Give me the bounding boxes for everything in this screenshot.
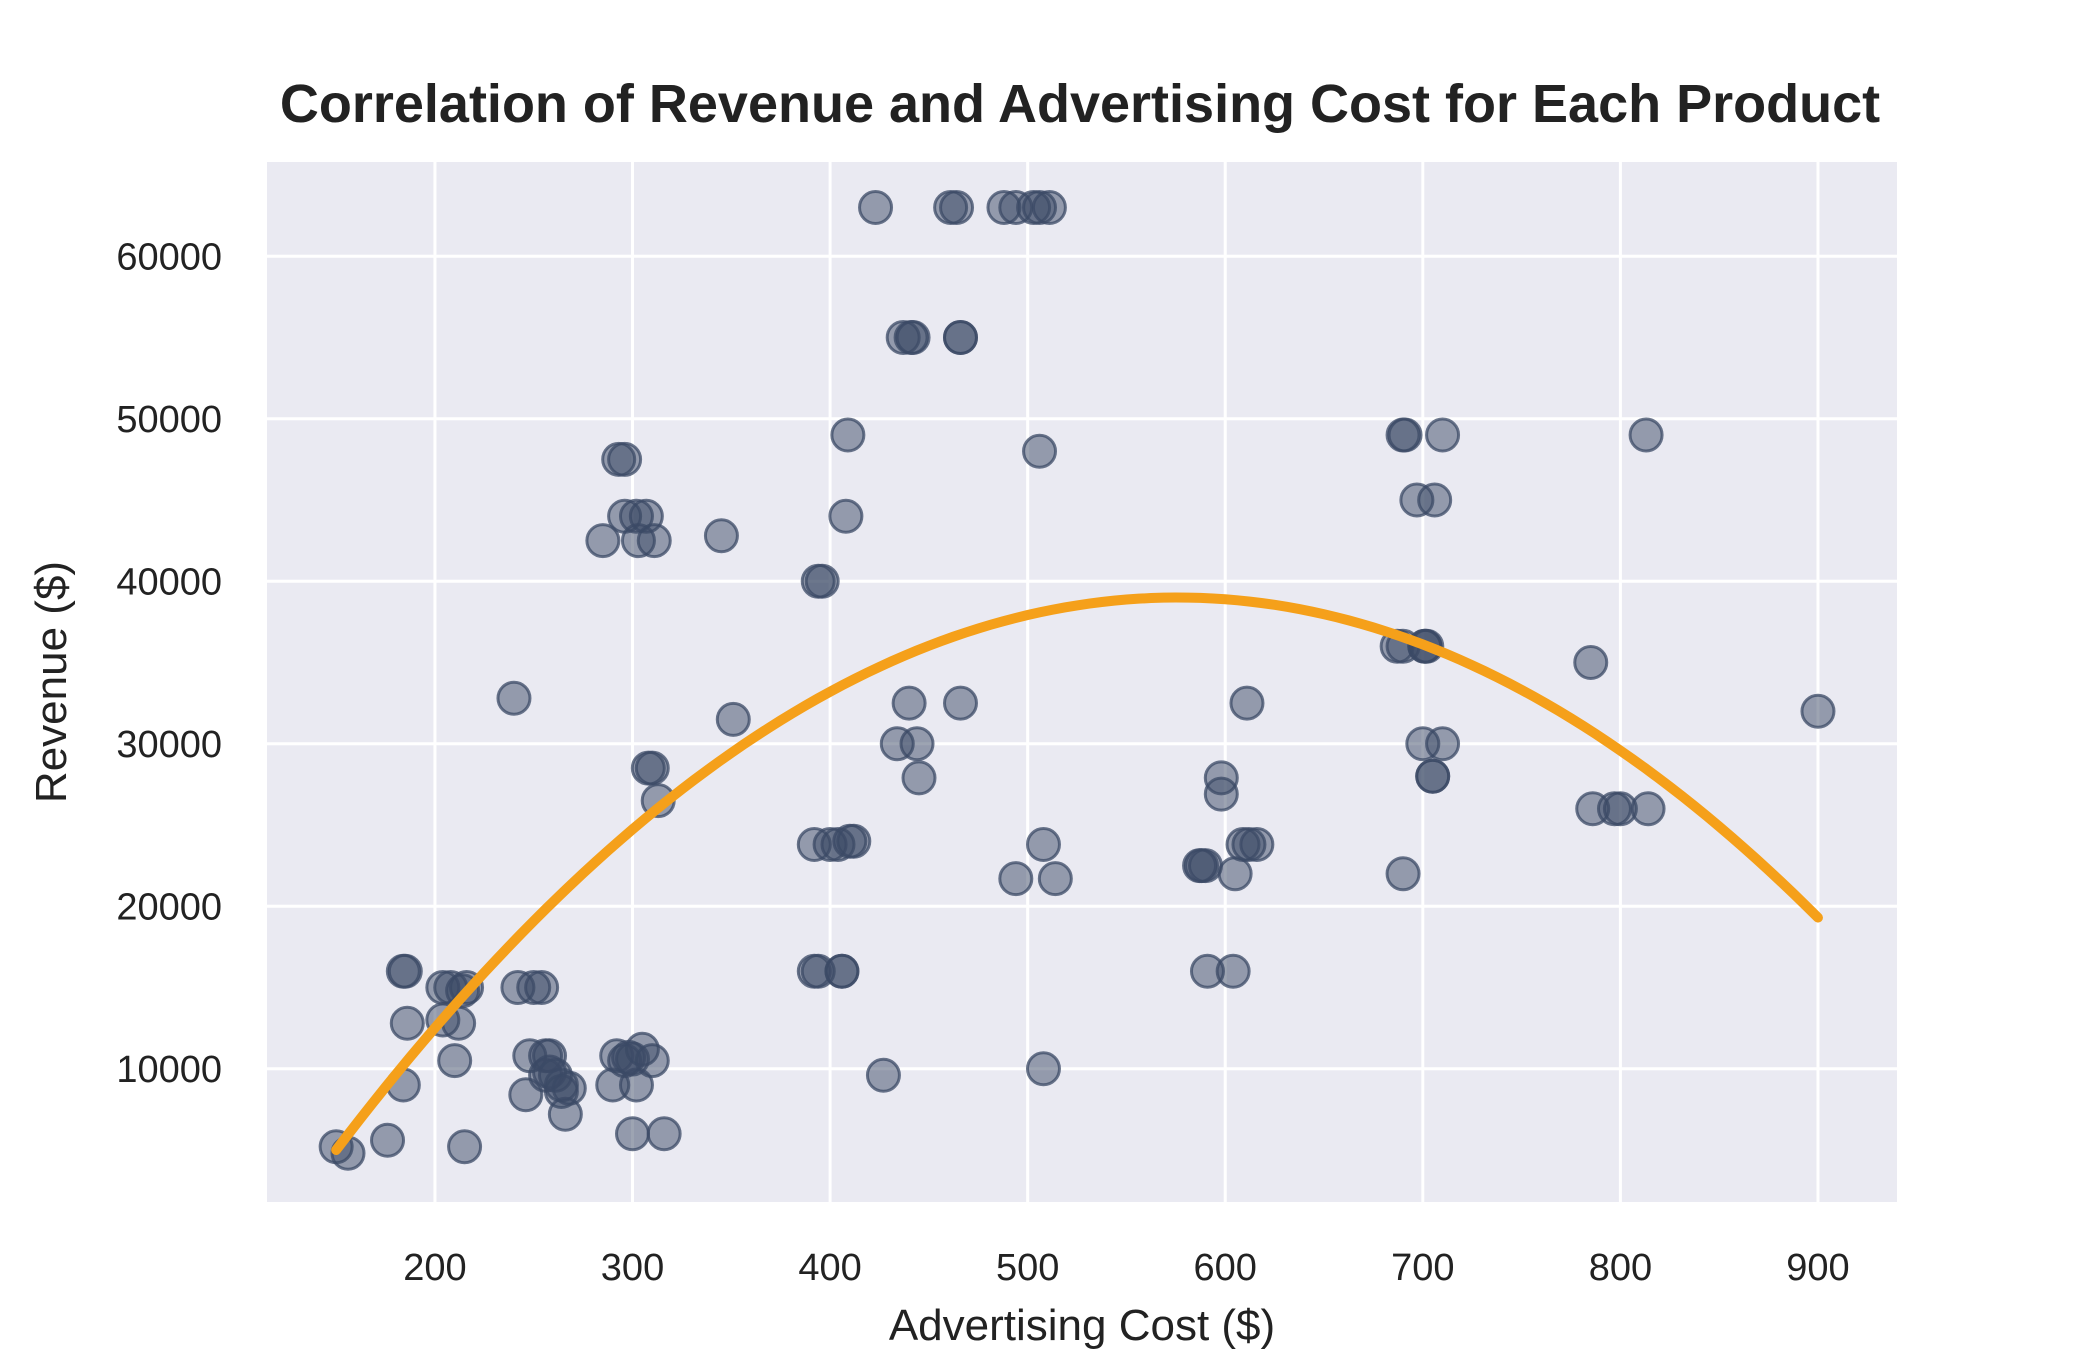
y-tick-label: 50000 [116, 399, 222, 441]
scatter-point [1215, 953, 1251, 989]
scatter-point [1037, 861, 1073, 897]
scatter-point [1387, 417, 1423, 453]
scatter-point [387, 953, 423, 989]
scatter-point [942, 320, 978, 355]
scatter-point [496, 680, 532, 716]
y-tick-label: 20000 [116, 886, 222, 928]
scatter-point [1573, 645, 1609, 680]
trend-curve [331, 592, 1823, 1155]
gridlines [267, 162, 1897, 1202]
scatter-point [1229, 685, 1265, 721]
scatter-point [1425, 417, 1461, 453]
y-tick-label: 60000 [116, 236, 222, 278]
scatter-point [901, 760, 937, 796]
scatter-point [634, 750, 670, 786]
scatter-point [1415, 758, 1451, 794]
x-axis-label: Advertising Cost ($) [889, 1301, 1275, 1350]
scatter-point [585, 523, 621, 559]
y-tick-label: 40000 [116, 561, 222, 603]
x-tick-label: 800 [1589, 1247, 1652, 1289]
scatter-point [607, 441, 643, 477]
scatter-point [1022, 433, 1058, 469]
scatter-point [1239, 827, 1275, 862]
scatter-point [646, 1116, 682, 1152]
scatter-point [942, 685, 978, 721]
scatter-point [939, 190, 975, 225]
scatter-point [998, 861, 1034, 897]
y-tick-label: 30000 [116, 724, 222, 766]
plot-area [267, 162, 1897, 1202]
scatter-point [836, 823, 872, 859]
x-tick-label: 300 [601, 1247, 664, 1289]
scatter-point [1025, 827, 1061, 862]
scatter-point [551, 1070, 587, 1106]
x-tick-label: 900 [1786, 1247, 1849, 1289]
scatter-point [715, 701, 751, 737]
scatter-point [1800, 693, 1836, 729]
x-tick-label: 400 [798, 1247, 861, 1289]
x-tick-label: 600 [1194, 1247, 1257, 1289]
trend-curve-layer [331, 592, 1823, 1155]
scatter-point [524, 970, 560, 1005]
x-tick-label: 700 [1391, 1247, 1454, 1289]
y-tick-label: 10000 [116, 1049, 222, 1091]
scatter-points [318, 190, 1836, 1171]
scatter-point [865, 1057, 901, 1093]
scatter-point [634, 1043, 670, 1079]
scatter-point [830, 417, 866, 453]
scatter-point [1203, 760, 1239, 796]
x-tick-label: 500 [996, 1247, 1059, 1289]
y-axis-ticks: 10000 20000 30000 40000 50000 60000 [116, 236, 222, 1091]
scatter-point [1417, 482, 1453, 518]
scatter-point [1385, 856, 1421, 892]
scatter-point [1630, 791, 1666, 827]
scatter-point [636, 523, 672, 559]
x-tick-label: 200 [403, 1247, 466, 1289]
scatter-point [824, 953, 860, 989]
scatter-point [1187, 848, 1223, 884]
scatter-point [370, 1122, 406, 1158]
scatter-point [618, 1067, 654, 1103]
scatter-point [703, 518, 739, 554]
scatter-point [899, 726, 935, 762]
scatter-point [615, 1116, 651, 1152]
scatter-point [1217, 856, 1253, 892]
y-axis-label: Revenue ($) [27, 561, 76, 803]
x-axis-ticks: 200 300 400 500 600 700 800 900 [403, 1247, 1849, 1289]
scatter-point [828, 498, 864, 534]
scatter-point [895, 320, 931, 355]
chart-title: Correlation of Revenue and Advertising C… [280, 74, 1880, 134]
scatter-point [389, 1005, 425, 1041]
scatter-point [1425, 726, 1461, 762]
scatter-point [858, 190, 894, 225]
scatter-point [437, 1043, 473, 1079]
scatter-point [804, 563, 840, 599]
scatter-point [1031, 190, 1067, 225]
scatter-point [891, 685, 927, 721]
scatter-point [1628, 417, 1664, 453]
scatter-point [447, 1129, 483, 1165]
scatter-point [1025, 1051, 1061, 1087]
